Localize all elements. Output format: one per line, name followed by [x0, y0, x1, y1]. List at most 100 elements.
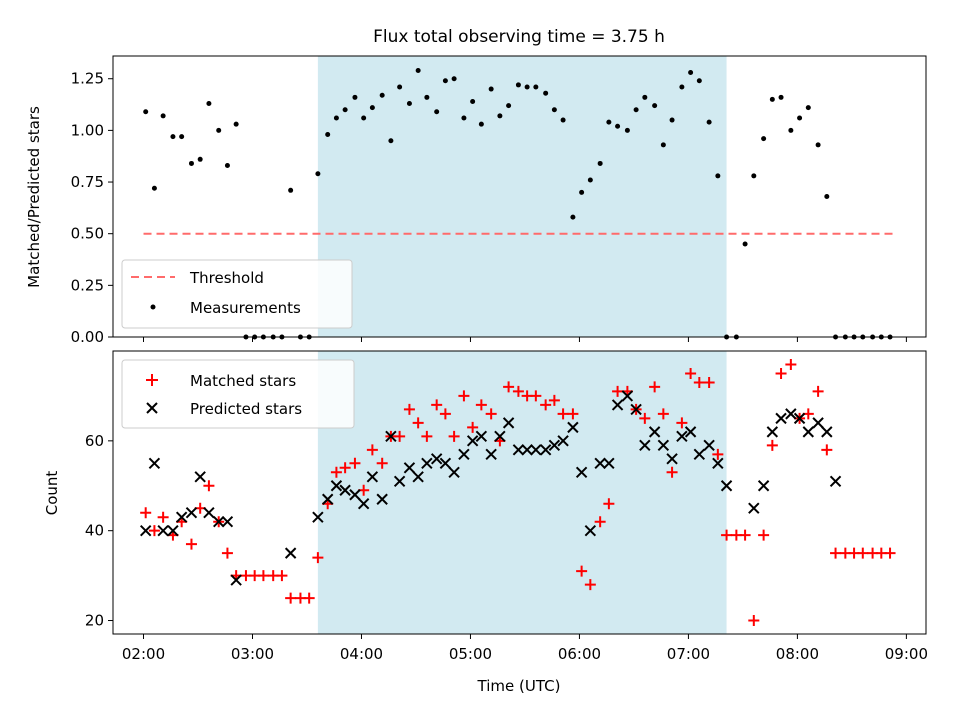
predicted-star-point: [175, 511, 188, 523]
predicted-star-point: [502, 417, 515, 429]
matched-star-point: [721, 529, 733, 541]
predicted-star-point: [630, 403, 642, 416]
ratio-y-tick-label: 0.50: [71, 225, 104, 243]
chart-title: Flux total observing time = 3.75 h: [373, 27, 665, 47]
matched-star-point: [557, 408, 569, 420]
measurement-point: [424, 94, 430, 100]
predicted-star-point: [330, 480, 343, 492]
count-x-tick-label: 06:00: [558, 645, 601, 663]
measurement-point: [497, 113, 503, 119]
predicted-star-point: [539, 444, 552, 456]
count-x-tick-label: 07:00: [667, 645, 710, 663]
measurement-point: [233, 121, 239, 127]
predicted-star-point: [594, 457, 606, 470]
matched-star-point: [812, 385, 824, 397]
predicted-star-point: [703, 439, 715, 452]
matched-star-point: [649, 381, 661, 393]
legend-matched-swatch: [146, 374, 158, 386]
measurement-point: [742, 241, 748, 247]
matched-star-point: [421, 430, 433, 442]
matched-star-point: [676, 417, 688, 429]
ratio-panel-frame: [112, 55, 927, 338]
measurement-point: [778, 94, 784, 100]
matched-star-point: [775, 367, 787, 379]
predicted-star-point: [575, 466, 588, 478]
ratio-y-tick-label: 0.75: [71, 173, 104, 191]
matched-star-point: [512, 385, 524, 397]
predicted-star-point: [512, 444, 525, 456]
matched-star-point: [693, 376, 705, 388]
count-x-tick-label: 02:00: [122, 645, 165, 663]
matched-star-point: [458, 390, 470, 402]
matched-star-point: [821, 444, 833, 456]
predicted-star-point: [775, 412, 787, 425]
matched-star-point: [530, 390, 542, 402]
ratio-legend: Threshold Measurements: [121, 259, 353, 329]
measurement-point: [543, 90, 549, 96]
measurement-point: [579, 189, 585, 195]
measurement-point: [560, 117, 566, 123]
matched-star-point: [349, 457, 361, 469]
measurement-point: [160, 113, 166, 119]
count-x-tick-label: 09:00: [885, 645, 928, 663]
predicted-star-point: [567, 421, 579, 434]
ratio-y-tick-label: 1.00: [71, 121, 104, 139]
predicted-star-point: [676, 430, 688, 443]
matched-star-point: [312, 552, 324, 564]
measurement-point: [352, 94, 358, 100]
legend-predicted-swatch: [146, 402, 158, 414]
measurement-point: [325, 132, 331, 138]
predicted-star-point: [657, 439, 670, 452]
predicted-star-point: [466, 435, 479, 447]
measurement-point: [587, 177, 593, 183]
matched-star-point: [712, 448, 724, 460]
predicted-star-point: [403, 462, 416, 474]
matched-star-point: [148, 525, 160, 537]
matched-star-point: [639, 412, 651, 424]
matched-star-point: [657, 408, 669, 420]
matched-star-point: [412, 417, 424, 429]
matched-star-point: [330, 466, 342, 478]
measurement-point: [815, 142, 821, 148]
predicted-star-point: [448, 466, 460, 478]
predicted-star-point: [611, 399, 624, 411]
predicted-star-point: [148, 457, 161, 470]
measurement-point: [451, 76, 457, 82]
measurement-point: [342, 107, 348, 113]
matched-star-point: [376, 457, 388, 469]
predicted-star-point: [312, 511, 324, 523]
predicted-star-point: [421, 457, 433, 470]
matched-star-point: [685, 367, 697, 379]
predicted-star-point: [185, 507, 198, 519]
measurement-point: [706, 119, 712, 125]
matched-star-point: [257, 570, 269, 582]
measurement-point: [805, 105, 811, 111]
measurement-point: [652, 103, 658, 109]
legend-threshold-label: Threshold: [189, 269, 264, 287]
measurement-point: [788, 127, 794, 133]
measurement-point: [570, 214, 576, 220]
count-x-tick-label: 03:00: [231, 645, 274, 663]
predicted-star-point: [357, 498, 370, 510]
count-observing-span: [317, 351, 727, 634]
measurement-point: [406, 101, 412, 107]
measurement-point: [388, 138, 394, 144]
predicted-star-point: [157, 524, 169, 537]
measurement-point: [470, 98, 476, 104]
predicted-star-point: [194, 471, 206, 483]
matched-star-point: [540, 399, 552, 411]
predicted-star-point: [139, 524, 152, 537]
matched-star-point: [548, 394, 560, 406]
predicted-star-point: [530, 444, 542, 456]
predicted-star-point: [793, 412, 806, 425]
matched-star-point: [185, 538, 197, 550]
predicted-star-point: [648, 426, 661, 438]
measurement-point: [333, 115, 339, 121]
predicted-star-point: [812, 417, 824, 429]
measurement-point: [478, 121, 484, 127]
measurement-point: [642, 94, 648, 100]
predicted-star-point: [494, 430, 506, 443]
matched-star-point: [439, 408, 451, 420]
predicted-star-point: [584, 524, 597, 537]
ratio-y-tick-label: 0.00: [71, 328, 104, 346]
